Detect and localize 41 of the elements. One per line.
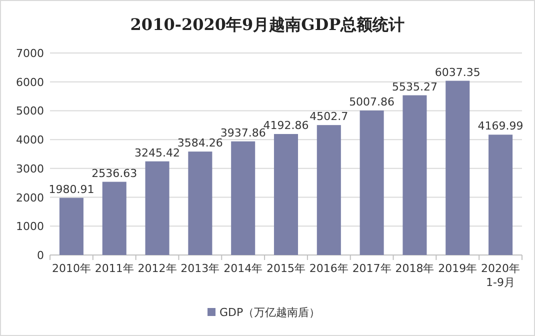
y-tick-label: 2000: [16, 191, 44, 204]
data-label: 6037.35: [434, 66, 480, 79]
x-tick-label: 2012年: [138, 262, 177, 275]
y-tick-label: 5000: [16, 104, 44, 118]
data-label: 2536.63: [92, 166, 138, 180]
data-label: 4192.86: [263, 119, 309, 132]
x-tick-label: 2014年: [224, 262, 263, 275]
x-tick-label: 2018年: [395, 262, 434, 275]
x-tick-label: 2020年1-9月: [481, 262, 520, 289]
x-tick-label: 2015年: [266, 262, 306, 275]
x-tick-label: 2013年: [180, 262, 220, 275]
bar: [360, 110, 384, 255]
y-tick-label: 1000: [16, 220, 44, 234]
data-label: 3937.86: [220, 126, 266, 140]
data-label: 5535.27: [392, 80, 438, 94]
bar: [488, 134, 513, 255]
bar: [231, 141, 256, 255]
x-tick-label: 2011年: [94, 262, 134, 275]
bar: [59, 198, 84, 255]
data-label: 4169.99: [478, 120, 524, 133]
x-tick-label: 2019年: [438, 262, 478, 275]
y-tick-label: 6000: [16, 76, 44, 89]
bar: [145, 161, 170, 255]
chart-title: 2010-2020年9月越南GDP总额统计: [130, 15, 405, 34]
data-label: 1980.91: [48, 182, 94, 196]
x-tick-label: 2010年: [52, 262, 91, 275]
x-tick-label: 2016年: [309, 262, 348, 275]
bar: [188, 152, 212, 255]
bar: [446, 80, 470, 255]
bar: [402, 95, 427, 255]
y-tick-label: 0: [37, 249, 44, 262]
bar: [274, 134, 298, 255]
bar: [316, 125, 341, 255]
y-tick-label: 7000: [16, 47, 44, 60]
y-tick-label: 3000: [16, 162, 44, 176]
data-label: 5007.86: [349, 95, 395, 108]
y-tick-label: 4000: [16, 134, 44, 147]
data-label: 4502.7: [310, 110, 348, 124]
x-tick-label: 2017年: [352, 262, 392, 275]
legend-label: GDP（万亿越南盾）: [220, 306, 320, 319]
bar: [102, 182, 126, 255]
